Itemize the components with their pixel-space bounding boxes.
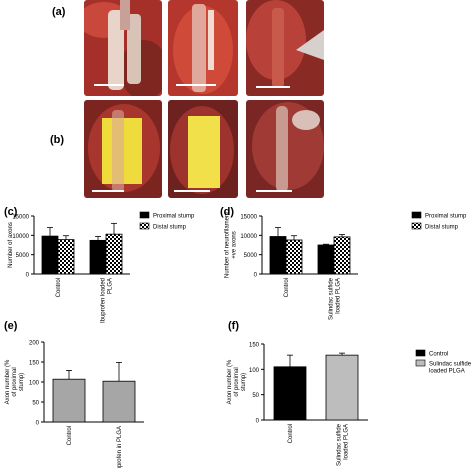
panel-label-b: (b)	[50, 134, 65, 146]
legend-swatch	[415, 359, 426, 367]
legend-label: loaded PLGA	[429, 369, 465, 375]
y-tick-label: 0	[254, 273, 258, 279]
y-axis-label: +ve axons	[232, 231, 238, 259]
legend-swatch	[415, 349, 426, 357]
y-axis-label: of proximal	[234, 367, 240, 396]
surgical-photo-a3	[246, 0, 324, 96]
y-axis-label: Axon number (%	[227, 359, 233, 404]
bar	[105, 233, 123, 275]
bar	[57, 239, 75, 275]
y-tick-label: 100	[29, 381, 40, 387]
bar	[285, 239, 303, 275]
legend-label: Control	[429, 352, 448, 358]
y-tick-label: 200	[29, 341, 40, 347]
x-tick-label: Control	[67, 426, 73, 445]
surgical-photo-b1	[84, 100, 162, 198]
legend-label: Proximal stump	[425, 214, 467, 220]
y-tick-label: 15000	[240, 215, 257, 221]
x-tick-label: Sulindac sulfide	[329, 277, 335, 320]
legend-swatch	[411, 211, 422, 219]
y-axis-label: Number of axons	[8, 222, 14, 268]
y-axis-label: of proximal	[12, 367, 18, 396]
x-tick-label: Control	[284, 278, 290, 297]
legend-swatch	[139, 211, 150, 219]
y-axis-label: Axon number (%	[5, 359, 11, 404]
legend-swatch	[139, 222, 150, 230]
bar	[52, 378, 86, 423]
y-tick-label: 50	[252, 393, 259, 399]
x-tick-label: PLGA	[108, 278, 114, 294]
panel-label-c: (c)	[4, 206, 18, 218]
y-tick-label: 150	[29, 361, 40, 367]
panel-label-d: (d)	[220, 206, 235, 218]
chart-e: 0 50 100 150 200 Axon number (% of proximal stu…	[5, 341, 144, 468]
y-tick-label: 5000	[244, 253, 258, 259]
legend-label: Proximal stump	[153, 214, 195, 220]
bar	[273, 366, 307, 421]
legend-label: Distal stump	[153, 225, 187, 231]
y-axis-label: stump)	[19, 373, 25, 391]
surgical-photo-a1	[84, 0, 162, 96]
bar	[333, 236, 351, 275]
y-tick-label: 0	[256, 419, 260, 425]
x-tick-label: loaded PLGA	[344, 424, 350, 460]
legend-swatch	[411, 222, 422, 230]
x-tick-label: Control	[56, 278, 62, 297]
x-tick-label: Control	[288, 424, 294, 443]
y-tick-label: 10000	[12, 234, 29, 240]
bar	[325, 354, 359, 421]
bar	[269, 236, 287, 275]
bar	[89, 239, 107, 275]
y-tick-label: 0	[26, 273, 30, 279]
panel-label-a: (a)	[52, 6, 66, 18]
x-tick-label: Ibuprofen in PLGA	[117, 426, 123, 468]
x-tick-label: Sulindac sulfide	[337, 423, 343, 466]
chart-d: 0 5000 10000 15000 Number of neurofilament +v…	[225, 211, 468, 320]
y-tick-label: 15000	[12, 215, 29, 221]
y-tick-label: 50	[32, 401, 39, 407]
legend-label: Distal stump	[425, 225, 459, 231]
surgical-photo-b2	[168, 100, 238, 198]
panel-label-f: (f)	[228, 320, 239, 332]
y-tick-label: 0	[36, 421, 40, 427]
x-tick-label: Ibuprofen loaded	[101, 278, 107, 323]
y-tick-label: 100	[249, 368, 260, 374]
y-tick-label: 5000	[16, 253, 30, 259]
y-axis-label: Number of neurofilament	[225, 212, 231, 278]
surgical-photo-b3	[246, 100, 324, 198]
y-axis-label: stump)	[241, 373, 247, 391]
chart-f: 0 50 100 150 Axon number (% of proximal stump)…	[227, 343, 472, 467]
panel-label-e: (e)	[4, 320, 18, 332]
y-tick-label: 10000	[240, 234, 257, 240]
bar	[41, 235, 59, 275]
x-tick-label: loaded PLGA	[336, 278, 342, 314]
legend-label: Sulindac sulfide	[429, 362, 472, 368]
surgical-photo-a2	[168, 0, 238, 96]
bar	[317, 244, 335, 275]
y-tick-label: 150	[249, 343, 260, 349]
bar	[102, 380, 136, 423]
